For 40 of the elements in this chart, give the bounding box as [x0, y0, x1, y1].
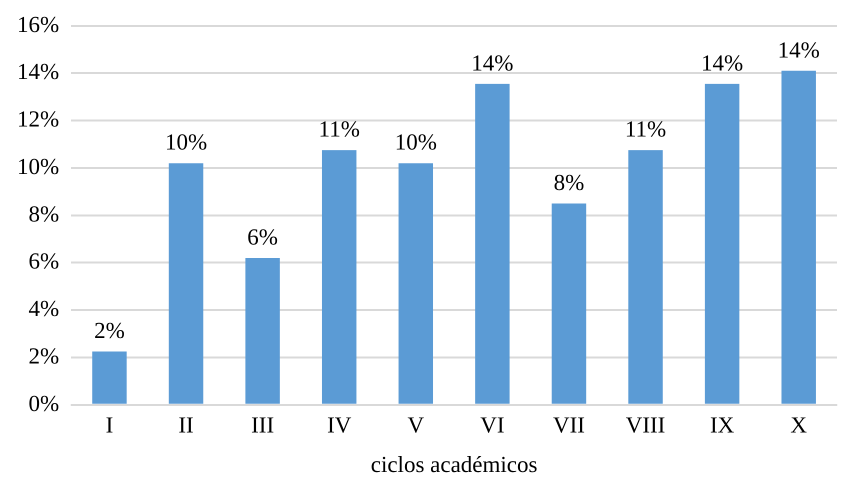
data-label: 2%: [94, 318, 125, 344]
bar: [322, 150, 356, 404]
y-tick-label: 4%: [28, 296, 60, 322]
y-tick-label: 16%: [16, 12, 60, 37]
bar: [781, 70, 816, 404]
x-tick-label: X: [790, 412, 808, 438]
bar: [168, 163, 204, 404]
data-label: 14%: [471, 50, 514, 76]
bar: [704, 84, 740, 404]
x-tick-label: IX: [710, 412, 735, 438]
data-label: 14%: [778, 37, 820, 62]
bar: [475, 84, 510, 404]
x-tick-label: II: [178, 412, 194, 438]
x-tick-label: VI: [480, 412, 505, 438]
x-axis-title: ciclos académicos: [370, 452, 538, 478]
x-tick-label: IV: [327, 412, 352, 438]
x-tick-label: I: [106, 412, 114, 438]
x-tick-label: VIII: [626, 412, 666, 438]
y-tick-label: 12%: [16, 106, 60, 132]
data-label: 8%: [554, 170, 584, 196]
data-label: 11%: [624, 116, 666, 142]
y-tick-label: 0%: [28, 390, 60, 416]
y-tick-label: 2%: [28, 343, 60, 368]
bar: [552, 203, 586, 404]
data-label: 10%: [394, 130, 437, 155]
y-tick-label: 10%: [16, 154, 60, 179]
bar: [398, 163, 434, 404]
data-label: 11%: [318, 116, 360, 142]
bar: [628, 150, 663, 404]
bar: [92, 352, 127, 404]
y-tick-label: 8%: [28, 201, 60, 226]
data-label: 6%: [247, 224, 278, 250]
data-label: 10%: [164, 130, 208, 155]
x-tick-label: V: [407, 412, 424, 438]
x-tick-label: VII: [552, 412, 585, 438]
x-tick-label: III: [251, 412, 274, 438]
y-tick-label: 14%: [16, 59, 60, 84]
data-label: 14%: [701, 50, 744, 76]
bar: [245, 258, 280, 404]
y-tick-label: 6%: [28, 248, 60, 274]
